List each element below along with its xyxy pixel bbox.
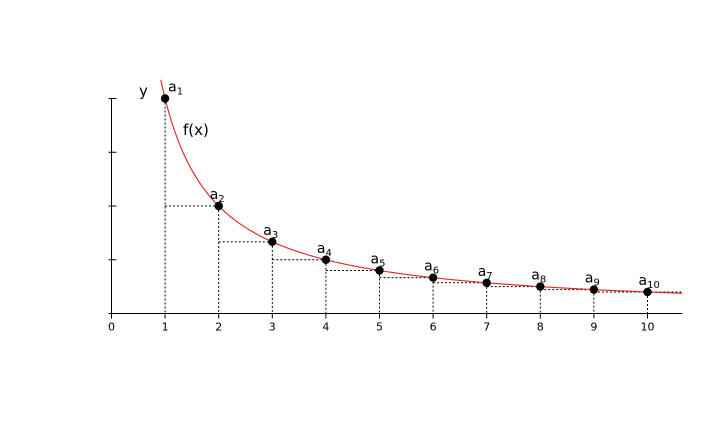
point-label-a6: a6 <box>424 259 439 277</box>
x-tick-label: 4 <box>322 321 329 334</box>
point-a7 <box>482 278 491 287</box>
point-label-subscript: 2 <box>218 194 224 205</box>
point-label-subscript: 6 <box>433 266 439 277</box>
x-tick-label: 7 <box>483 321 490 334</box>
point-label-a1: a1 <box>168 80 183 98</box>
x-tick-label: 6 <box>430 321 437 334</box>
point-label-a8: a8 <box>531 268 546 286</box>
point-a1 <box>160 94 170 103</box>
point-label-a3: a3 <box>263 223 278 241</box>
point-a8 <box>536 282 545 291</box>
curve-f-of-x <box>160 79 683 294</box>
point-label-base: a <box>478 264 487 280</box>
point-label-base: a <box>585 271 594 287</box>
point-label-base: a <box>639 273 648 289</box>
y-axis-label: y <box>139 82 148 100</box>
point-label-base: a <box>263 223 272 239</box>
point-label-subscript: 5 <box>379 259 385 270</box>
point-label-subscript: 10 <box>647 280 660 291</box>
point-label-base: a <box>371 252 380 268</box>
sequence-points <box>160 94 652 297</box>
point-label-base: a <box>531 268 540 284</box>
x-tick-label: 10 <box>641 321 655 334</box>
point-label-base: a <box>168 80 177 96</box>
point-label-subscript: 3 <box>272 230 278 241</box>
point-label-a5: a5 <box>371 252 386 270</box>
point-label-a2: a2 <box>210 187 225 205</box>
x-tick-label: 9 <box>590 321 597 334</box>
point-label-base: a <box>424 259 433 275</box>
x-tick-label: 3 <box>269 321 276 334</box>
point-a4 <box>321 255 331 264</box>
point-label-a4: a4 <box>317 241 332 259</box>
guide-lines <box>164 98 683 314</box>
x-tick-label: 0 <box>108 321 115 334</box>
x-tick-label: 1 <box>162 321 169 334</box>
x-tick-label: 2 <box>215 321 222 334</box>
point-label-subscript: 4 <box>325 248 331 259</box>
point-label-a7: a7 <box>478 264 493 282</box>
x-tick-label: 5 <box>376 321 383 334</box>
point-a5 <box>375 266 384 275</box>
point-a2 <box>214 201 223 211</box>
point-label-base: a <box>317 241 326 257</box>
point-a10 <box>643 287 652 297</box>
point-label-subscript: 7 <box>486 271 492 282</box>
point-a6 <box>428 273 438 282</box>
point-a9 <box>589 285 599 294</box>
x-tick-label: 8 <box>537 321 544 334</box>
point-label-a9: a9 <box>585 271 600 289</box>
function-label: f(x) <box>183 121 209 139</box>
point-label-a10: a10 <box>639 273 660 291</box>
point-label-subscript: 1 <box>177 87 183 98</box>
point-label-subscript: 8 <box>540 275 546 286</box>
point-a3 <box>268 237 277 247</box>
point-label-base: a <box>210 187 219 203</box>
point-label-subscript: 9 <box>593 278 599 289</box>
axes: 0 1 2 3 4 5 6 7 8 9 10 <box>108 98 683 334</box>
curve <box>160 79 683 294</box>
